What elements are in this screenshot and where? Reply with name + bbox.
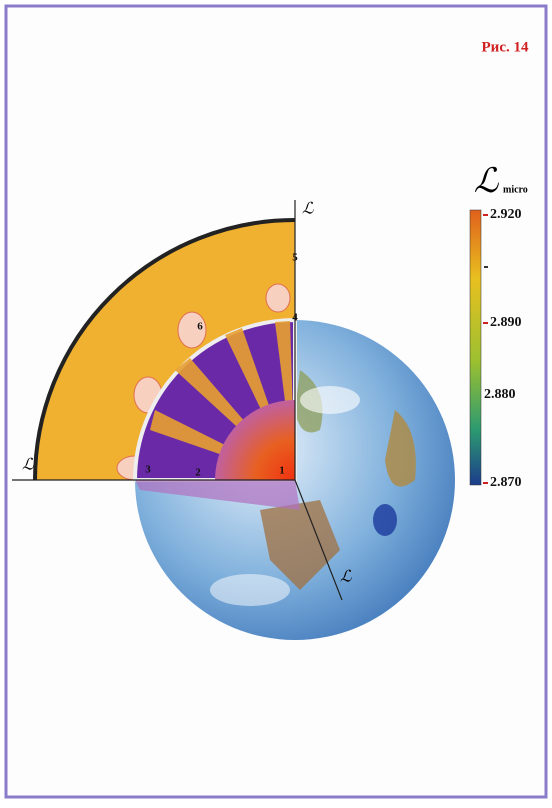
region-label: 1 [279, 465, 285, 477]
region-label: 4 [292, 312, 298, 324]
axis-label: ℒ [340, 569, 352, 586]
colorbar-tick: 2.880 [484, 387, 516, 402]
region-label: 6 [197, 321, 203, 333]
axis-label: ℒ [22, 457, 34, 474]
colorbar: ℒ micro 2.920 2.890 2.880 2.870 [469, 163, 528, 490]
cutaway [33, 218, 300, 510]
colorbar-tick: 2.920 [490, 207, 522, 222]
region-label: 2 [195, 467, 201, 479]
colorbar-symbol: ℒ [474, 163, 500, 200]
region-label: 3 [145, 464, 151, 476]
colorbar-tick: 2.870 [490, 475, 522, 490]
axis-label: ℒ [302, 201, 314, 218]
figure-label: Рис. 14 [482, 39, 529, 55]
colorbar-subscript: micro [503, 184, 528, 195]
region-label: 5 [292, 252, 298, 264]
colorbar-tick: 2.890 [490, 315, 522, 330]
axes [12, 200, 343, 601]
